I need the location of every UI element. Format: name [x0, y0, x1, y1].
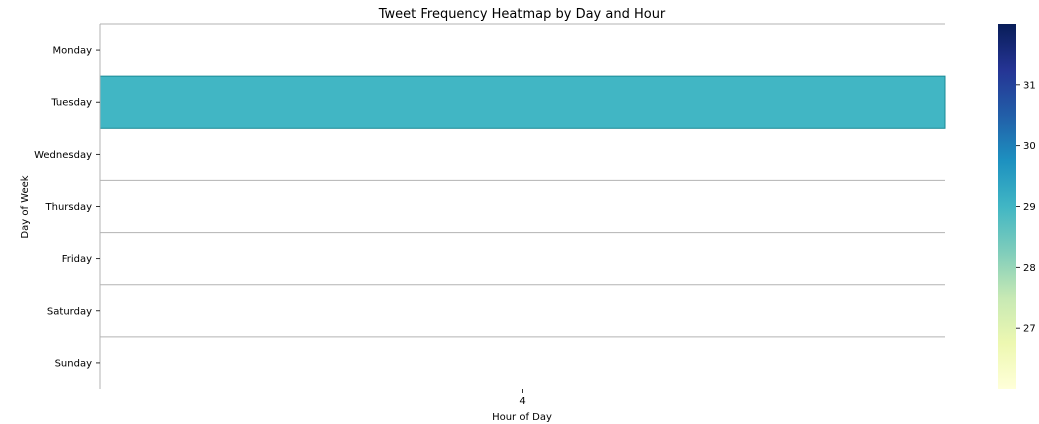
y-tick-label: Monday: [53, 46, 93, 57]
y-axis: Monday Tuesday Wednesday Thursday Friday Satu…: [34, 46, 100, 369]
y-tick-label: Sunday: [55, 358, 92, 369]
colorbar-tick-label: 31: [1023, 80, 1036, 91]
x-axis-label: Hour of Day: [492, 412, 552, 423]
y-tick-label: Wednesday: [34, 150, 92, 161]
colorbar-tick-label: 29: [1023, 202, 1036, 213]
y-tick-label: Friday: [62, 254, 92, 265]
x-tick-label: 4: [519, 396, 525, 407]
colorbar-gradient: [998, 24, 1016, 389]
x-axis: 4: [519, 389, 526, 407]
colorbar: 27 28 29 30 31: [998, 24, 1036, 389]
y-tick-label: Saturday: [47, 306, 92, 317]
colorbar-tick-label: 27: [1023, 324, 1036, 335]
colorbar-tick-label: 28: [1023, 263, 1036, 274]
y-tick-label: Thursday: [45, 202, 93, 213]
y-axis-label: Day of Week: [20, 175, 31, 238]
heatmap-cells: [99, 23, 946, 389]
heatmap-cell: [99, 75, 946, 129]
colorbar-tick-label: 30: [1023, 141, 1036, 152]
y-tick-label: Tuesday: [50, 98, 92, 109]
chart-title: Tweet Frequency Heatmap by Day and Hour: [378, 7, 666, 22]
